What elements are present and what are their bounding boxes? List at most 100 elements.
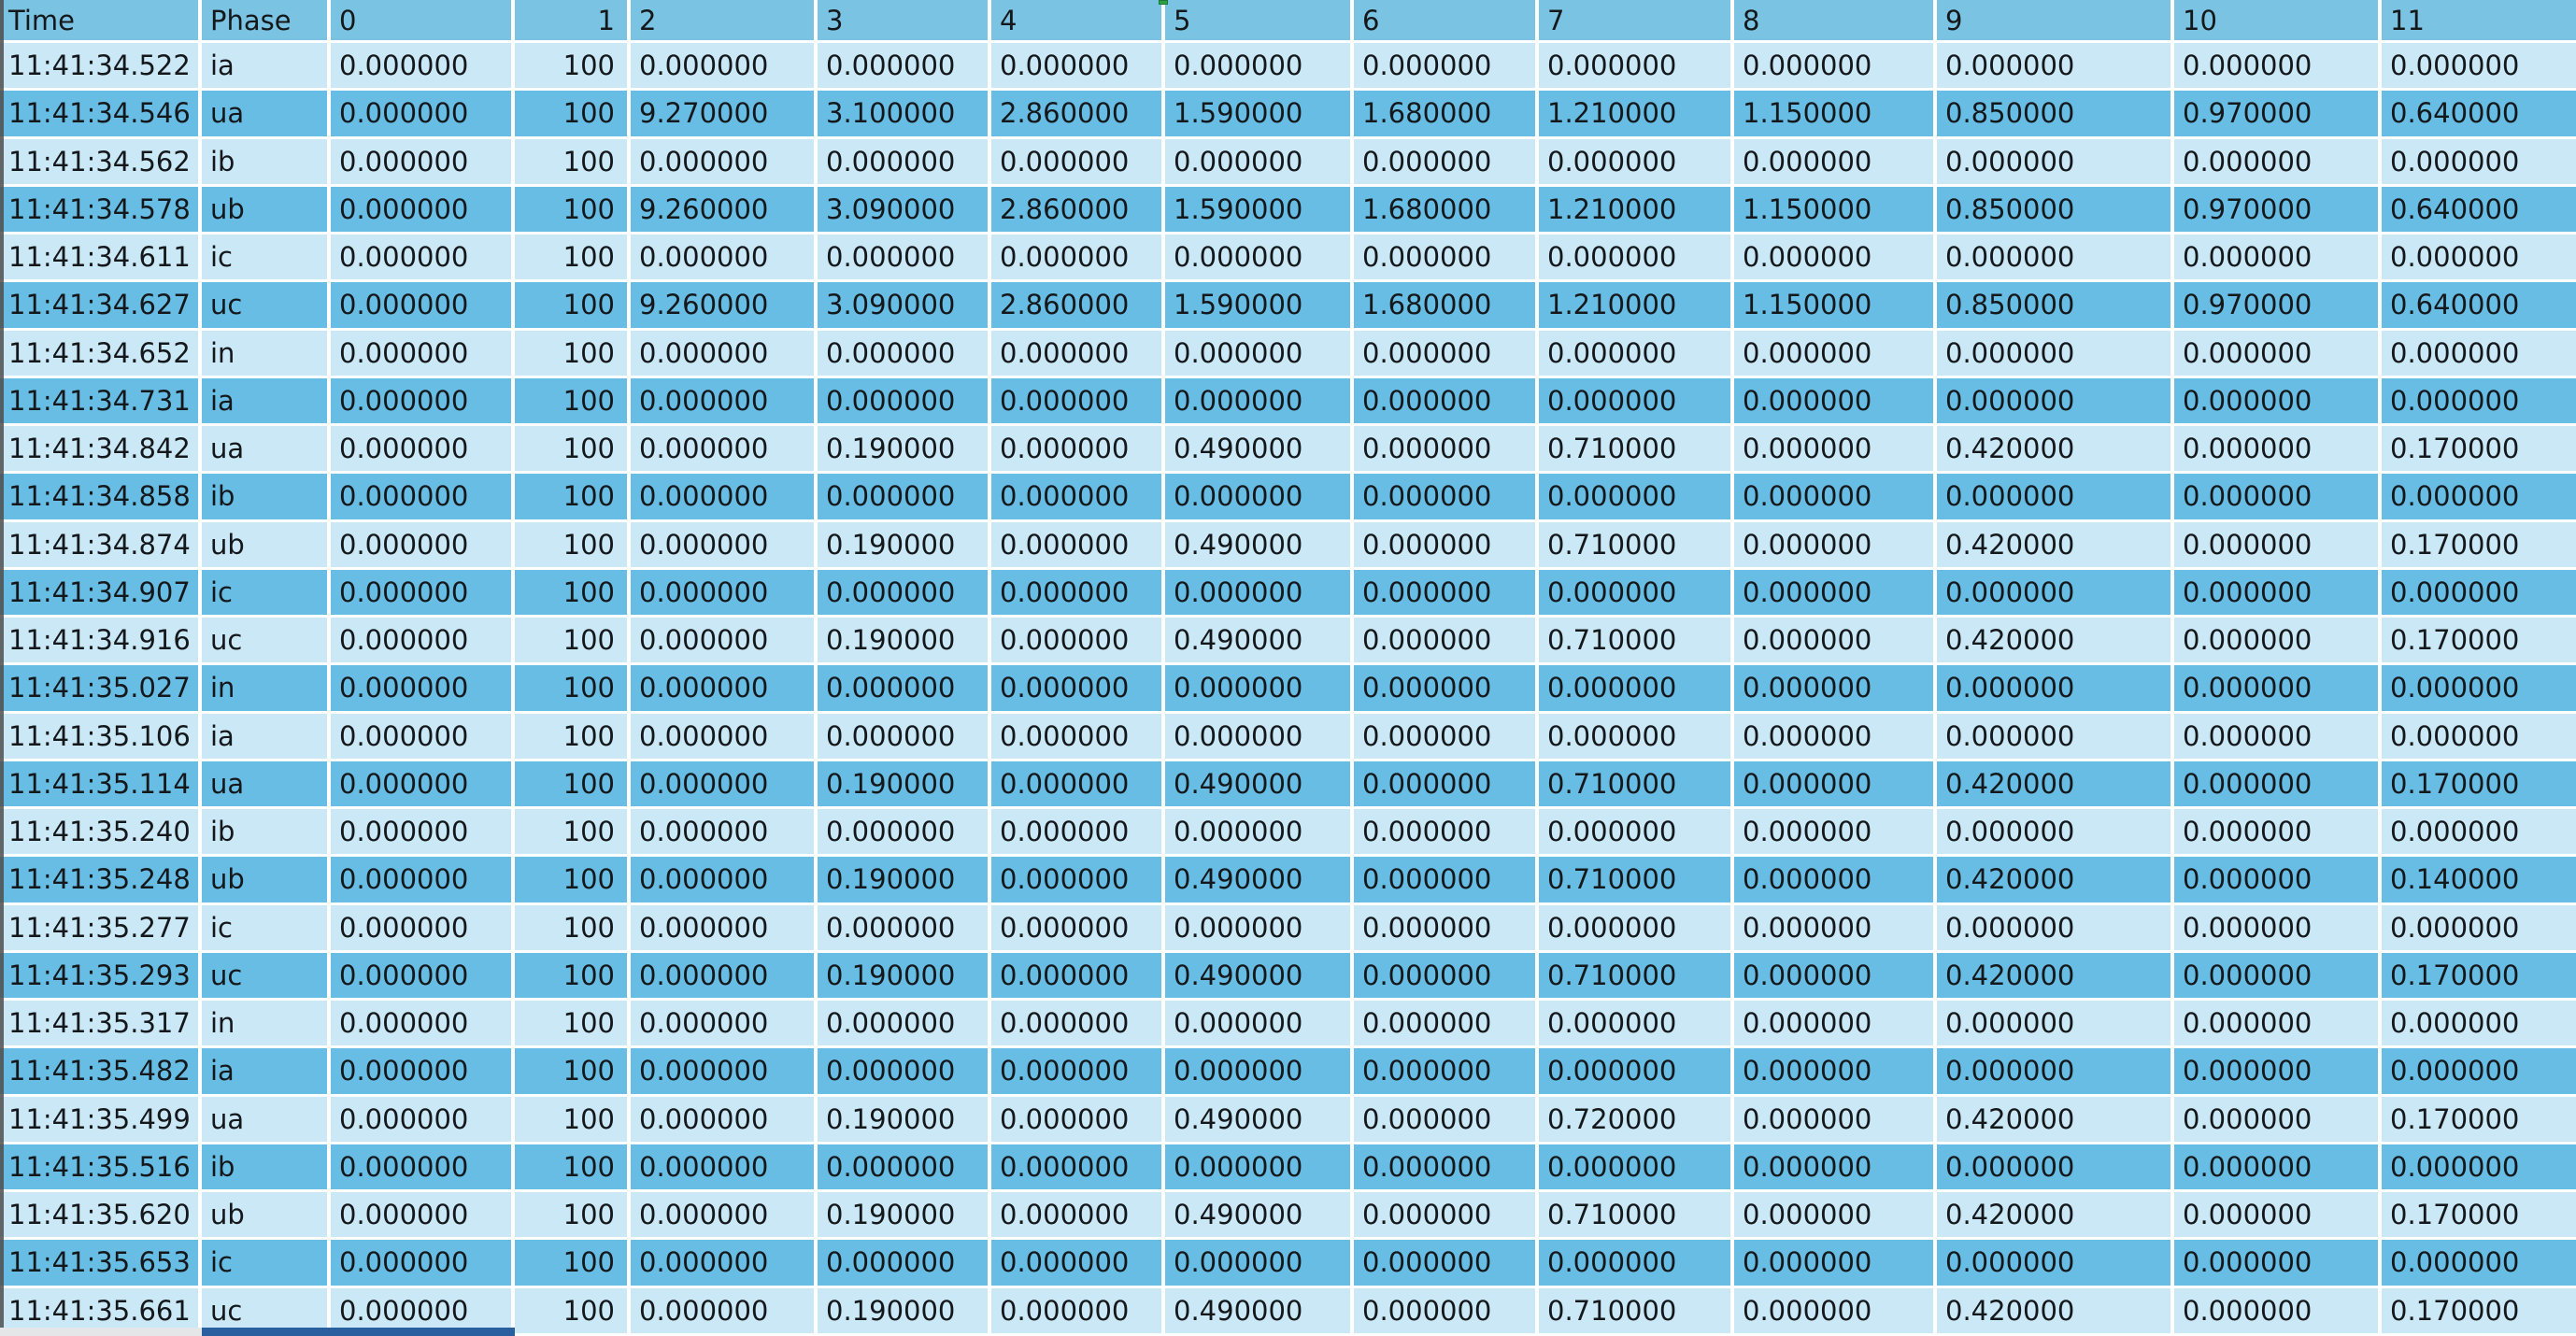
value-cell[interactable]: 0.000000	[1354, 377, 1539, 426]
value-cell[interactable]: 3.090000	[818, 282, 991, 331]
time-cell[interactable]: 11:41:35.248	[0, 857, 202, 905]
value-cell[interactable]: 0.000000	[2174, 43, 2382, 92]
value-cell[interactable]: 0.000000	[1734, 713, 1937, 761]
value-cell[interactable]: 0.000000	[1539, 235, 1734, 283]
value-cell[interactable]: 0.000000	[818, 665, 991, 714]
value-cell[interactable]: 0.000000	[2174, 760, 2382, 809]
value-cell[interactable]: 0.000000	[2382, 1048, 2576, 1097]
value-cell[interactable]: 0.190000	[818, 1192, 991, 1241]
value-cell[interactable]: 0.710000	[1539, 857, 1734, 905]
value-cell[interactable]: 0.490000	[1165, 618, 1354, 666]
column-header-10[interactable]: 10	[2174, 0, 2382, 43]
value-cell[interactable]: 0.190000	[818, 760, 991, 809]
value-cell[interactable]: 0.000000	[991, 809, 1165, 858]
value-cell[interactable]: 0.000000	[1937, 330, 2174, 378]
value-cell[interactable]: 0.190000	[818, 426, 991, 475]
value-cell[interactable]: 0.000000	[1354, 1192, 1539, 1241]
value-cell[interactable]: 0.000000	[1734, 426, 1937, 475]
value-cell[interactable]: 1.210000	[1539, 282, 1734, 331]
value-cell[interactable]: 0.000000	[991, 857, 1165, 905]
value-cell[interactable]: 0.000000	[991, 569, 1165, 618]
column-header-7[interactable]: 7	[1539, 0, 1734, 43]
value-cell[interactable]: 0.000000	[1734, 330, 1937, 378]
value-cell[interactable]: 0.000000	[331, 713, 515, 761]
value-cell[interactable]: 0.710000	[1539, 426, 1734, 475]
value-cell[interactable]: 0.000000	[1539, 665, 1734, 714]
value-cell[interactable]: 0.000000	[2174, 904, 2382, 953]
value-cell[interactable]: 2.860000	[991, 91, 1165, 139]
phase-cell[interactable]: ib	[202, 1144, 331, 1192]
value-cell[interactable]: 0.000000	[1354, 43, 1539, 92]
value-cell[interactable]: 0.420000	[1937, 426, 2174, 475]
value-cell[interactable]: 0.000000	[991, 1096, 1165, 1144]
value-cell[interactable]: 0.420000	[1937, 952, 2174, 1001]
value-cell[interactable]: 100	[515, 235, 631, 283]
value-cell[interactable]: 0.000000	[2174, 1096, 2382, 1144]
value-cell[interactable]: 0.000000	[331, 138, 515, 187]
value-cell[interactable]: 0.000000	[331, 1144, 515, 1192]
value-cell[interactable]: 0.190000	[818, 952, 991, 1001]
value-cell[interactable]: 0.000000	[991, 952, 1165, 1001]
value-cell[interactable]: 0.000000	[1734, 760, 1937, 809]
value-cell[interactable]: 0.000000	[1539, 474, 1734, 522]
value-cell[interactable]: 0.000000	[1734, 43, 1937, 92]
column-header-1[interactable]: 1	[515, 0, 631, 43]
value-cell[interactable]: 0.000000	[2174, 1001, 2382, 1049]
value-cell[interactable]: 0.000000	[1354, 1144, 1539, 1192]
value-cell[interactable]: 0.170000	[2382, 618, 2576, 666]
value-cell[interactable]: 0.000000	[1734, 665, 1937, 714]
value-cell[interactable]: 0.000000	[818, 569, 991, 618]
phase-cell[interactable]: ic	[202, 235, 331, 283]
value-cell[interactable]: 0.000000	[1165, 1048, 1354, 1097]
column-header-3[interactable]: 3	[818, 0, 991, 43]
time-cell[interactable]: 11:41:34.546	[0, 91, 202, 139]
value-cell[interactable]: 0.420000	[1937, 760, 2174, 809]
value-cell[interactable]: 0.000000	[1937, 138, 2174, 187]
value-cell[interactable]: 0.000000	[331, 952, 515, 1001]
value-cell[interactable]: 1.150000	[1734, 186, 1937, 235]
time-cell[interactable]: 11:41:34.611	[0, 235, 202, 283]
value-cell[interactable]: 0.490000	[1165, 857, 1354, 905]
value-cell[interactable]: 0.000000	[331, 426, 515, 475]
value-cell[interactable]: 9.260000	[631, 186, 818, 235]
value-cell[interactable]: 0.000000	[1734, 377, 1937, 426]
value-cell[interactable]: 0.970000	[2174, 282, 2382, 331]
time-cell[interactable]: 11:41:34.522	[0, 43, 202, 92]
value-cell[interactable]: 0.000000	[631, 1048, 818, 1097]
value-cell[interactable]: 100	[515, 282, 631, 331]
value-cell[interactable]: 0.000000	[1165, 330, 1354, 378]
time-cell[interactable]: 11:41:35.106	[0, 713, 202, 761]
value-cell[interactable]: 0.420000	[1937, 1192, 2174, 1241]
value-cell[interactable]: 100	[515, 186, 631, 235]
value-cell[interactable]: 0.640000	[2382, 282, 2576, 331]
value-cell[interactable]: 0.000000	[991, 665, 1165, 714]
value-cell[interactable]: 100	[515, 1240, 631, 1288]
value-cell[interactable]: 0.000000	[818, 43, 991, 92]
value-cell[interactable]: 0.490000	[1165, 952, 1354, 1001]
value-cell[interactable]: 0.000000	[331, 569, 515, 618]
value-cell[interactable]: 0.000000	[631, 904, 818, 953]
time-cell[interactable]: 11:41:34.858	[0, 474, 202, 522]
value-cell[interactable]: 0.490000	[1165, 760, 1354, 809]
value-cell[interactable]: 0.000000	[1734, 521, 1937, 570]
horizontal-scrollbar-thumb[interactable]	[202, 1328, 515, 1336]
value-cell[interactable]: 1.590000	[1165, 91, 1354, 139]
value-cell[interactable]: 0.000000	[2174, 665, 2382, 714]
column-header-2[interactable]: 2	[631, 0, 818, 43]
value-cell[interactable]: 0.000000	[1734, 904, 1937, 953]
phase-cell[interactable]: ua	[202, 760, 331, 809]
value-cell[interactable]: 0.000000	[2174, 377, 2382, 426]
column-header-phase[interactable]: Phase	[202, 0, 331, 43]
phase-cell[interactable]: ua	[202, 91, 331, 139]
time-cell[interactable]: 11:41:35.114	[0, 760, 202, 809]
time-cell[interactable]: 11:41:35.516	[0, 1144, 202, 1192]
phase-cell[interactable]: ia	[202, 1048, 331, 1097]
value-cell[interactable]: 0.000000	[1354, 521, 1539, 570]
value-cell[interactable]: 0.000000	[1539, 1240, 1734, 1288]
value-cell[interactable]: 0.000000	[1937, 569, 2174, 618]
value-cell[interactable]: 2.860000	[991, 186, 1165, 235]
phase-cell[interactable]: ub	[202, 186, 331, 235]
value-cell[interactable]: 0.000000	[1734, 235, 1937, 283]
time-cell[interactable]: 11:41:35.482	[0, 1048, 202, 1097]
value-cell[interactable]: 0.000000	[2382, 138, 2576, 187]
